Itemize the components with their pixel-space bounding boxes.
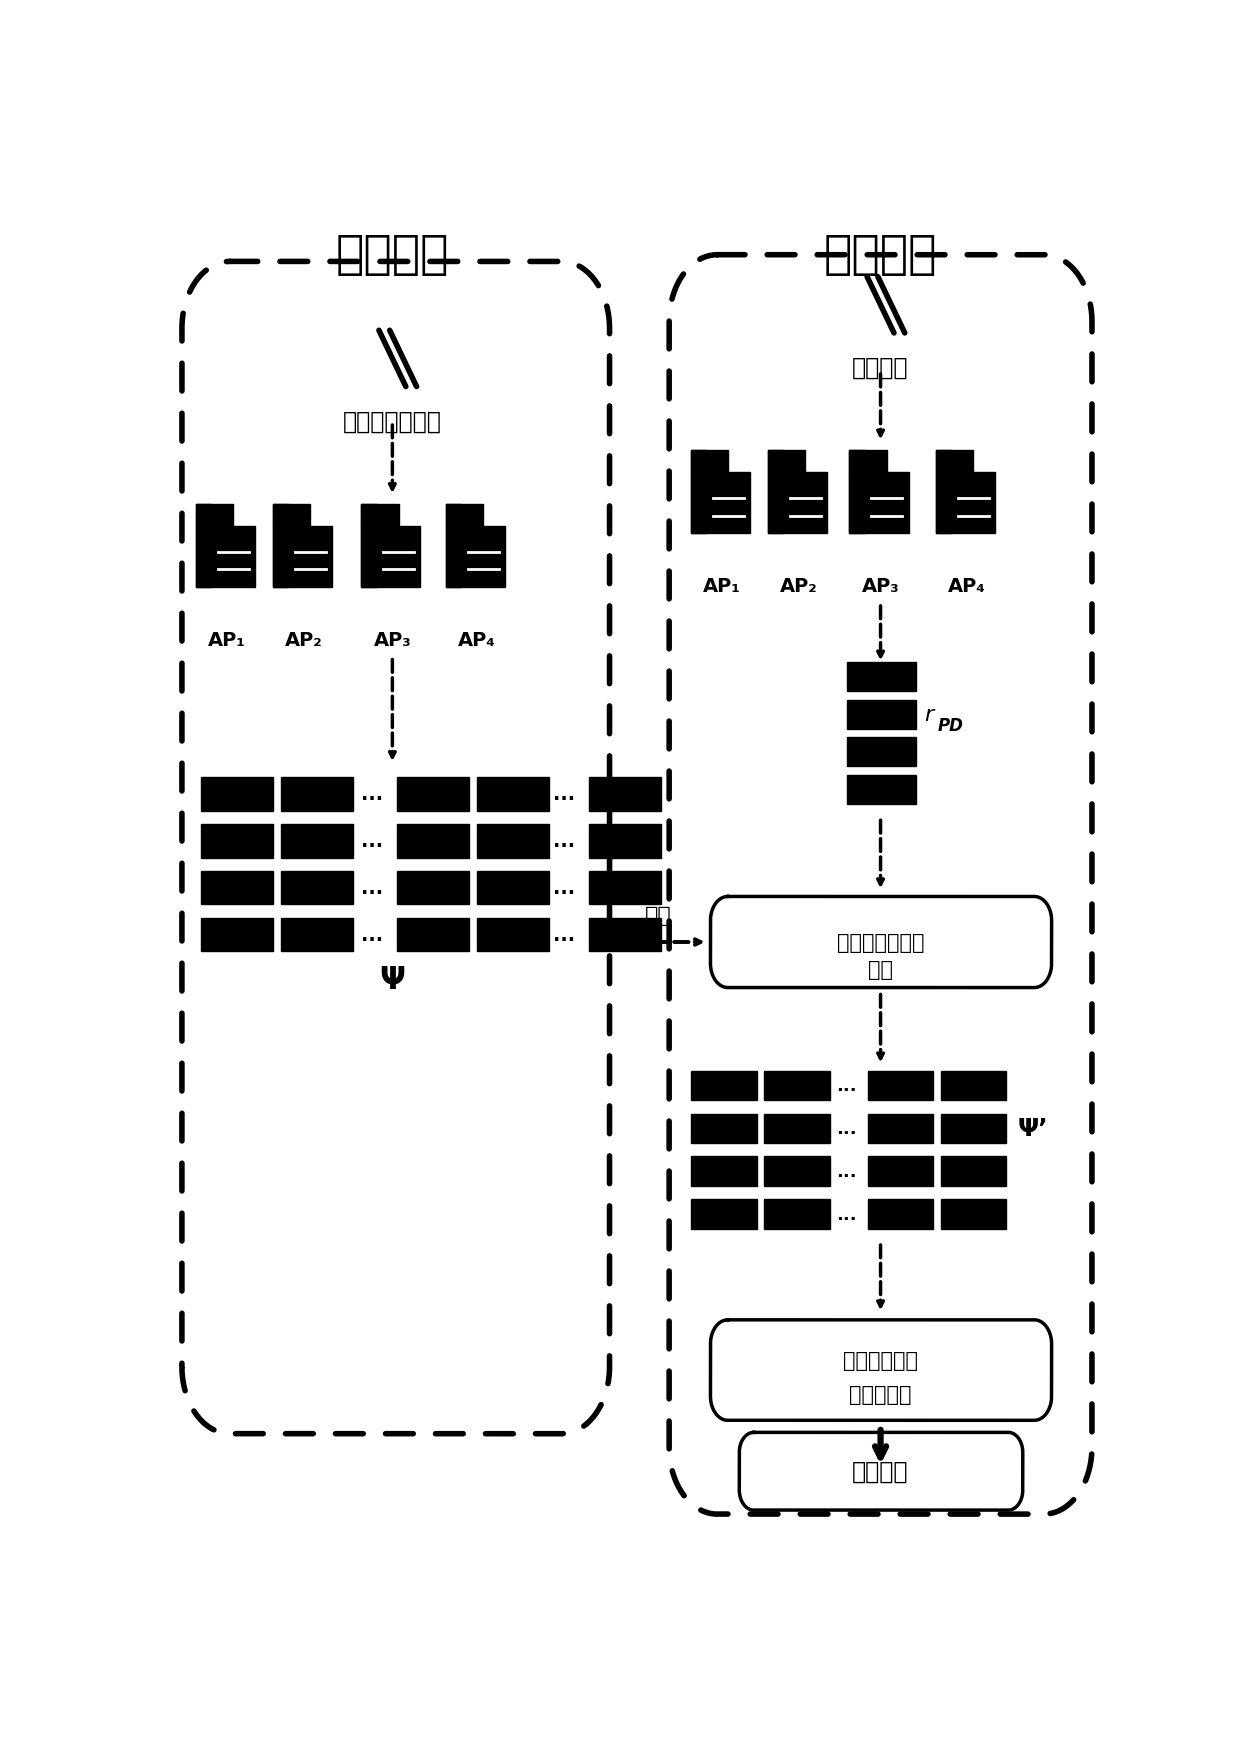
Bar bbox=[589, 871, 661, 904]
Bar bbox=[477, 871, 549, 904]
Bar bbox=[868, 1071, 934, 1101]
Polygon shape bbox=[196, 504, 212, 588]
Polygon shape bbox=[361, 504, 398, 527]
Text: ...: ... bbox=[837, 1162, 857, 1181]
Text: ...: ... bbox=[553, 784, 575, 803]
Text: 的精确定位: 的精确定位 bbox=[849, 1384, 911, 1403]
Text: 基于压缩感知: 基于压缩感知 bbox=[843, 1349, 918, 1370]
Bar bbox=[868, 1200, 934, 1229]
Text: AP₂: AP₂ bbox=[285, 631, 322, 649]
Text: AP₃: AP₃ bbox=[862, 577, 899, 596]
Bar bbox=[477, 824, 549, 857]
Bar bbox=[941, 1156, 1007, 1186]
Bar bbox=[281, 777, 353, 810]
Polygon shape bbox=[361, 504, 377, 588]
Bar bbox=[691, 1071, 756, 1101]
Bar bbox=[764, 1071, 830, 1101]
Bar bbox=[764, 1156, 830, 1186]
Bar bbox=[847, 737, 916, 767]
Polygon shape bbox=[196, 504, 233, 527]
Text: PD: PD bbox=[937, 716, 963, 734]
Bar bbox=[281, 918, 353, 951]
Bar bbox=[201, 918, 273, 951]
Polygon shape bbox=[768, 473, 827, 534]
Polygon shape bbox=[849, 450, 887, 473]
Polygon shape bbox=[691, 450, 728, 473]
Polygon shape bbox=[849, 450, 866, 534]
Bar bbox=[201, 777, 273, 810]
Bar bbox=[589, 918, 661, 951]
Text: 定位结果: 定位结果 bbox=[852, 1459, 909, 1483]
Polygon shape bbox=[361, 527, 420, 588]
Text: AP₁: AP₁ bbox=[208, 631, 246, 649]
Text: ...: ... bbox=[837, 1120, 857, 1137]
Text: AP₂: AP₂ bbox=[780, 577, 817, 596]
Bar bbox=[397, 777, 469, 810]
Bar bbox=[201, 824, 273, 857]
Text: ...: ... bbox=[837, 1205, 857, 1223]
Polygon shape bbox=[768, 450, 784, 534]
Bar bbox=[764, 1115, 830, 1143]
Polygon shape bbox=[445, 527, 505, 588]
Text: Ψ: Ψ bbox=[379, 965, 405, 995]
Text: 局部放电: 局部放电 bbox=[852, 356, 909, 379]
Bar bbox=[691, 1156, 756, 1186]
Bar bbox=[589, 824, 661, 857]
Bar bbox=[397, 871, 469, 904]
Polygon shape bbox=[445, 504, 484, 527]
Polygon shape bbox=[273, 504, 289, 588]
Text: ...: ... bbox=[361, 831, 383, 850]
Text: ...: ... bbox=[837, 1076, 857, 1096]
Text: ...: ... bbox=[361, 925, 383, 944]
Text: ...: ... bbox=[553, 925, 575, 944]
Polygon shape bbox=[936, 473, 996, 534]
Text: ...: ... bbox=[361, 878, 383, 897]
Polygon shape bbox=[768, 450, 805, 473]
Bar bbox=[847, 701, 916, 730]
Polygon shape bbox=[936, 450, 973, 473]
Text: 定位: 定位 bbox=[868, 960, 893, 979]
Bar bbox=[397, 824, 469, 857]
Text: 模拟阶段: 模拟阶段 bbox=[336, 233, 449, 278]
Polygon shape bbox=[691, 450, 707, 534]
Bar bbox=[847, 776, 916, 805]
Text: 聚类: 聚类 bbox=[645, 904, 672, 925]
Text: AP₃: AP₃ bbox=[373, 631, 412, 649]
Bar bbox=[764, 1200, 830, 1229]
Text: 基于类识别的初: 基于类识别的初 bbox=[837, 932, 924, 953]
Bar bbox=[941, 1115, 1007, 1143]
Text: Ψ’: Ψ’ bbox=[1018, 1116, 1049, 1141]
Text: ...: ... bbox=[553, 878, 575, 897]
Polygon shape bbox=[849, 473, 909, 534]
Bar bbox=[201, 871, 273, 904]
Bar bbox=[397, 918, 469, 951]
Polygon shape bbox=[445, 504, 461, 588]
Bar bbox=[691, 1115, 756, 1143]
Text: ...: ... bbox=[553, 831, 575, 850]
Bar bbox=[477, 777, 549, 810]
Text: 实测阶段: 实测阶段 bbox=[823, 233, 937, 278]
Polygon shape bbox=[936, 450, 951, 534]
Polygon shape bbox=[691, 473, 750, 534]
Text: AP₁: AP₁ bbox=[703, 577, 742, 596]
Bar bbox=[941, 1200, 1007, 1229]
Bar bbox=[589, 777, 661, 810]
Polygon shape bbox=[273, 527, 332, 588]
Text: AP₄: AP₄ bbox=[949, 577, 986, 596]
Polygon shape bbox=[196, 527, 255, 588]
Bar bbox=[868, 1115, 934, 1143]
Bar bbox=[868, 1156, 934, 1186]
Bar bbox=[477, 918, 549, 951]
Bar bbox=[281, 871, 353, 904]
Text: AP₄: AP₄ bbox=[458, 631, 496, 649]
Bar bbox=[691, 1200, 756, 1229]
Text: 模拟局部放电源: 模拟局部放电源 bbox=[343, 409, 441, 433]
Bar bbox=[847, 663, 916, 692]
Bar bbox=[281, 824, 353, 857]
Text: ...: ... bbox=[361, 784, 383, 803]
Bar bbox=[941, 1071, 1007, 1101]
Polygon shape bbox=[273, 504, 310, 527]
Text: $\mathit{r}$: $\mathit{r}$ bbox=[924, 704, 936, 725]
